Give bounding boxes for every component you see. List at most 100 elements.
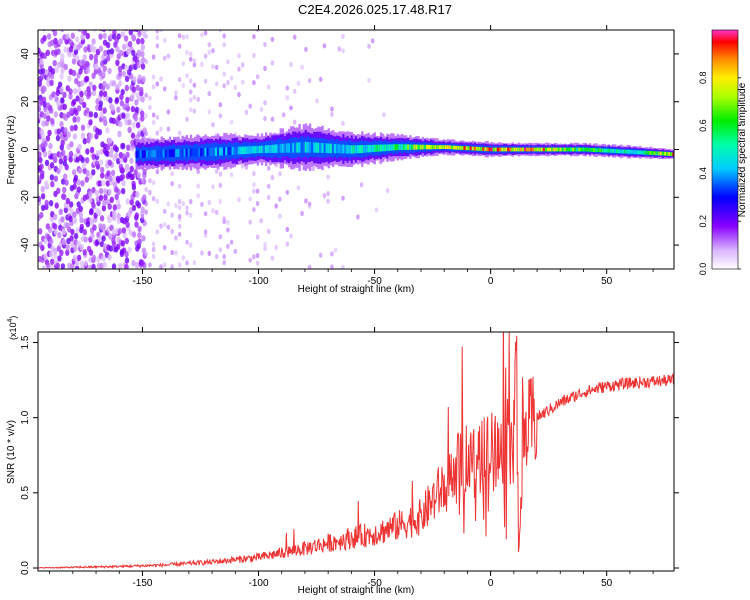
speckle-cell	[151, 119, 156, 126]
speckle-cell	[233, 84, 238, 90]
band-core-cell	[496, 147, 500, 152]
noise-cell	[60, 263, 66, 269]
noise-cell	[79, 64, 85, 71]
noise-cell	[127, 126, 132, 134]
noise-cell	[127, 246, 132, 254]
band-core-cell	[559, 147, 562, 152]
snr-x-label: Height of straight line (km)	[298, 585, 415, 596]
noise-cell	[59, 73, 64, 80]
speckle-cell	[188, 97, 193, 103]
noise-cell	[124, 84, 129, 92]
noise-cell	[63, 206, 69, 214]
band-core-cell	[459, 146, 462, 150]
noise-cell	[88, 119, 93, 126]
speckle-cell	[166, 224, 171, 230]
noise-cell	[126, 144, 131, 151]
speckle-cell	[330, 264, 334, 269]
band-core-cell	[419, 144, 422, 150]
band-core-cell	[346, 144, 349, 154]
band-core-cell	[526, 147, 529, 152]
speckle-cell	[170, 171, 174, 177]
noise-cell	[46, 76, 51, 83]
noise-cell	[65, 197, 71, 205]
noise-cell	[99, 90, 104, 97]
band-core-cell	[198, 148, 201, 157]
band-core-cell	[152, 150, 155, 158]
noise-cell	[93, 53, 99, 61]
band-core-cell	[551, 147, 554, 152]
speckle-cell	[255, 253, 260, 259]
speckle-cell	[222, 254, 226, 260]
noise-cell	[101, 255, 106, 262]
noise-cell	[95, 48, 101, 56]
speckle-cell	[278, 196, 282, 202]
noise-cell	[102, 65, 107, 72]
noise-cell	[75, 260, 80, 267]
noise-cell	[49, 174, 55, 181]
noise-cell	[141, 75, 146, 83]
band-core-cell	[455, 145, 458, 150]
spectrogram-x-tick-label: -50	[367, 276, 382, 287]
noise-cell	[99, 111, 104, 118]
band-core-cell	[375, 144, 379, 152]
speckle-cell	[222, 260, 226, 266]
speckle-cell	[222, 71, 226, 77]
noise-cell	[140, 115, 145, 122]
noise-cell	[68, 39, 74, 46]
noise-cell	[88, 81, 93, 88]
noise-cell	[98, 194, 104, 201]
band-core-cell	[269, 145, 272, 153]
band-core-cell	[530, 147, 533, 152]
noise-cell	[73, 124, 78, 131]
noise-cell	[39, 212, 44, 219]
band-core-cell	[181, 148, 184, 157]
speckle-cell	[177, 77, 182, 83]
speckle-cell	[252, 170, 256, 177]
noise-cell	[79, 216, 84, 224]
noise-cell	[107, 203, 112, 210]
noise-cell	[49, 107, 54, 114]
noise-cell	[107, 159, 113, 166]
noise-cell	[76, 254, 82, 262]
speckle-cell	[263, 116, 267, 122]
speckle-cell	[144, 58, 148, 65]
noise-cell	[129, 199, 134, 206]
speckle-cell	[181, 255, 186, 261]
speckle-cell	[218, 247, 223, 253]
speckle-cell	[278, 171, 282, 177]
noise-cell	[44, 199, 49, 207]
noise-cell	[47, 129, 52, 137]
band-core-cell	[532, 147, 535, 152]
noise-cell	[88, 133, 94, 140]
noise-cell	[120, 173, 126, 180]
band-core-cell	[409, 144, 412, 150]
band-core-cell	[465, 146, 468, 151]
band-core-cell	[354, 145, 358, 154]
noise-cell	[70, 241, 75, 248]
noise-cell	[97, 235, 103, 243]
noise-cell	[59, 121, 64, 128]
band-core-cell	[661, 151, 665, 156]
spectrogram-y-tick-label: 20	[20, 96, 31, 108]
noise-cell	[117, 227, 123, 235]
band-core-cell	[329, 143, 333, 154]
speckle-cell	[285, 189, 290, 195]
band-core-cell	[239, 146, 243, 155]
noise-cell	[75, 55, 80, 62]
band-core-cell	[486, 147, 489, 152]
noise-cell	[116, 243, 121, 250]
band-core-cell	[143, 150, 147, 158]
noise-cell	[137, 225, 142, 233]
noise-cell	[46, 115, 51, 122]
noise-cell	[116, 212, 121, 220]
band-core-cell	[300, 142, 303, 153]
noise-cell	[102, 32, 107, 39]
noise-cell	[107, 188, 112, 196]
band-core-cell	[611, 149, 615, 153]
noise-cell	[121, 70, 127, 78]
speckle-cell	[226, 227, 230, 233]
speckle-cell	[341, 120, 345, 126]
noise-cell	[82, 229, 88, 236]
noise-cell	[45, 135, 51, 142]
noise-cell	[109, 48, 115, 55]
